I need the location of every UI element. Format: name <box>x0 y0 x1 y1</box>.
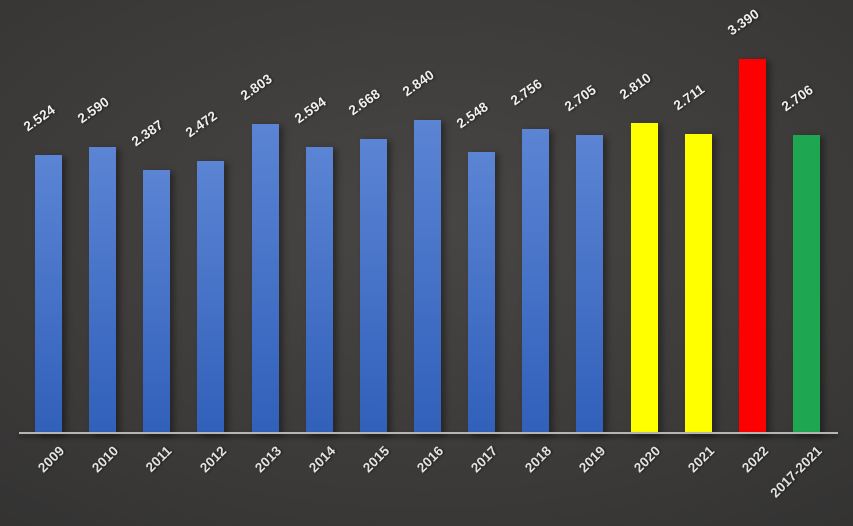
category-label-2015: 2015 <box>359 443 393 476</box>
value-label-2014: 2.594 <box>291 93 329 127</box>
category-label-2020: 2020 <box>630 443 664 476</box>
bar-2012 <box>197 161 224 434</box>
bar-2011 <box>143 170 170 434</box>
category-label-2012: 2012 <box>196 443 230 476</box>
value-label-2018: 2.756 <box>507 75 545 109</box>
bar-2022 <box>739 59 766 434</box>
bar-2010 <box>89 147 116 434</box>
bar-2017-2021 <box>793 135 820 434</box>
category-label-2019: 2019 <box>575 443 609 476</box>
value-label-2015: 2.668 <box>345 85 383 119</box>
category-label-2017-2021: 2017-2021 <box>767 443 826 501</box>
category-label-2018: 2018 <box>521 443 555 476</box>
category-label-2010: 2010 <box>88 443 122 476</box>
bar-2016 <box>414 120 441 434</box>
category-label-2013: 2013 <box>251 443 285 476</box>
bar-2020 <box>631 123 658 434</box>
category-label-2009: 2009 <box>34 443 68 476</box>
value-label-2022: 3.390 <box>724 5 762 39</box>
value-label-2017-2021: 2.706 <box>778 81 816 115</box>
bar-2018 <box>522 129 549 434</box>
value-label-2010: 2.590 <box>74 93 112 127</box>
value-label-2012: 2.472 <box>182 107 220 141</box>
bar-2017 <box>468 152 495 434</box>
category-label-2017: 2017 <box>467 443 501 476</box>
value-label-2016: 2.840 <box>399 66 437 100</box>
value-label-2019: 2.705 <box>561 81 599 115</box>
bar-2019 <box>576 135 603 434</box>
category-label-2022: 2022 <box>738 443 772 476</box>
value-label-2017: 2.548 <box>453 98 491 132</box>
category-label-2014: 2014 <box>305 443 339 476</box>
bar-2014 <box>306 147 333 434</box>
category-label-2021: 2021 <box>684 443 718 476</box>
bar-2015 <box>360 139 387 434</box>
bar-2009 <box>35 155 62 434</box>
value-label-2011: 2.387 <box>128 116 166 150</box>
category-label-2016: 2016 <box>413 443 447 476</box>
x-axis-line <box>19 432 838 434</box>
value-label-2020: 2.810 <box>616 69 654 103</box>
value-label-2013: 2.803 <box>237 70 275 104</box>
value-label-2021: 2.711 <box>670 81 708 114</box>
bar-2013 <box>252 124 279 434</box>
bar-2021 <box>685 134 712 434</box>
category-label-2011: 2011 <box>143 443 176 475</box>
value-label-2009: 2.524 <box>20 101 58 135</box>
